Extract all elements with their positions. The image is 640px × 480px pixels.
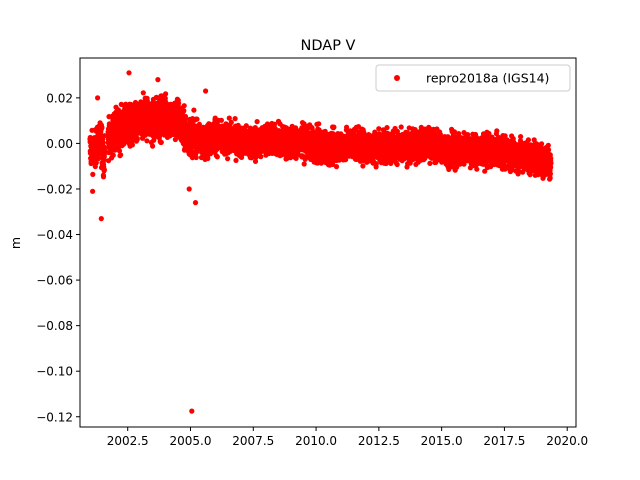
- data-point: [232, 116, 238, 122]
- data-point: [176, 100, 182, 106]
- data-point: [102, 147, 108, 153]
- data-point: [90, 171, 96, 177]
- data-point: [101, 167, 107, 173]
- data-point: [182, 113, 189, 120]
- data-point: [150, 143, 156, 149]
- data-point: [101, 151, 107, 158]
- data-point: [172, 136, 178, 143]
- data-point: [158, 139, 164, 145]
- data-point: [99, 124, 105, 130]
- data-point: [95, 156, 101, 162]
- data-point: [316, 121, 322, 127]
- data-point: [134, 135, 140, 141]
- data-point: [194, 116, 200, 122]
- data-point: [193, 154, 199, 161]
- data-point: [360, 163, 366, 169]
- data-point: [181, 103, 187, 109]
- data-point: [100, 140, 106, 146]
- data-point: [191, 107, 197, 113]
- data-point: [116, 148, 123, 154]
- data-point: [140, 90, 146, 96]
- data-point: [233, 157, 239, 163]
- data-point: [384, 125, 390, 131]
- data-point: [110, 152, 116, 158]
- data-point: [129, 142, 135, 148]
- data-point: [101, 133, 108, 139]
- data-point: [181, 108, 187, 114]
- data-point: [144, 138, 150, 144]
- data-point: [394, 161, 400, 168]
- data-point: [301, 161, 307, 167]
- data-point: [118, 152, 124, 158]
- data-point: [225, 156, 231, 162]
- data-point: [228, 119, 234, 125]
- chart-title: NDAP V: [301, 38, 356, 54]
- data-point: [151, 100, 157, 106]
- data-point: [163, 91, 169, 97]
- data-point: [100, 174, 107, 180]
- data-point: [218, 117, 224, 123]
- data-point: [214, 154, 220, 160]
- data-point: [376, 126, 382, 132]
- data-points: [87, 70, 554, 414]
- data-point: [333, 164, 340, 170]
- data-point: [398, 124, 404, 130]
- data-point: [331, 124, 337, 130]
- data-point: [254, 119, 260, 125]
- data-point: [427, 160, 433, 166]
- data-point: [258, 154, 264, 160]
